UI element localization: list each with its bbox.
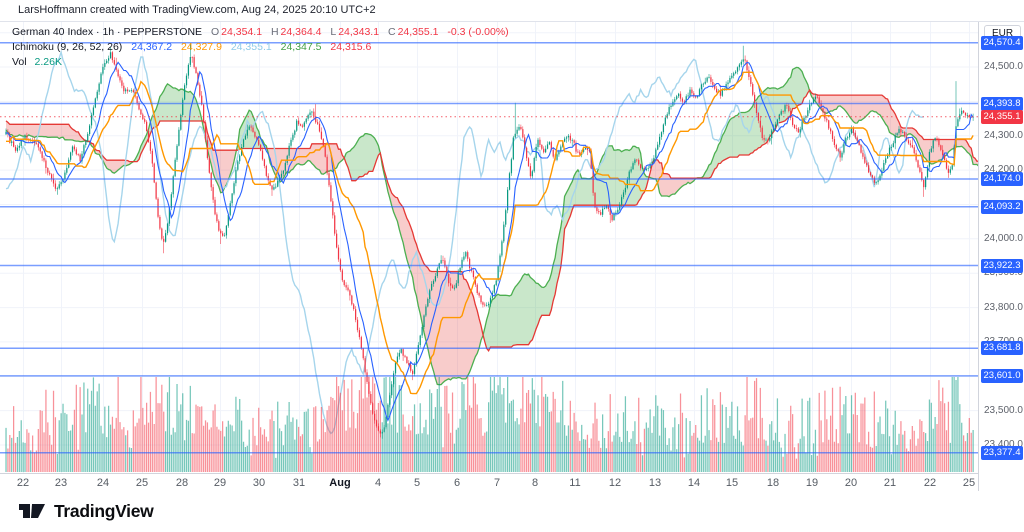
price-level-badge: 23,377.4	[981, 445, 1023, 460]
tradingview-logo-link[interactable]: TradingView	[18, 499, 154, 523]
time-tick-label: 4	[374, 477, 382, 489]
time-tick-label: Aug	[329, 477, 351, 489]
time-tick-label: 15	[725, 477, 739, 489]
chikou-line	[5, 49, 924, 435]
price-scale[interactable]: EUR 24,500.0 24,300.0 24,200.0 24,000.0 23,9…	[978, 22, 1024, 491]
symbol-legend-row: German 40 Index · 1h · PEPPERSTONE O 24,3…	[12, 25, 509, 40]
time-tick-label: 5	[413, 477, 421, 489]
time-tick-label: 18	[766, 477, 780, 489]
time-tick-label: 12	[608, 477, 622, 489]
price-chart-canvas[interactable]	[0, 22, 978, 473]
ichimoku-chikou-value: 24,355.1	[230, 41, 272, 53]
time-tick-label: 22	[16, 477, 30, 489]
time-tick-label: 28	[175, 477, 189, 489]
price-tick-label: 23,500.0	[984, 404, 1023, 416]
time-tick-label: 20	[844, 477, 858, 489]
price-level-badge: 24,570.4	[981, 35, 1023, 50]
ohlc-close-label: C	[387, 26, 396, 38]
volume-bars	[5, 377, 974, 472]
price-level-badge: 24,093.2	[981, 199, 1023, 214]
price-tick-label: 23,800.0	[984, 301, 1023, 313]
indicator-title[interactable]: Ichimoku (9, 26, 52, 26)	[12, 41, 123, 53]
time-tick-label: 25	[962, 477, 976, 489]
grid-lines	[0, 22, 978, 473]
price-level-badge: 24,174.0	[981, 172, 1023, 187]
time-tick-label: 31	[292, 477, 306, 489]
ichimoku-senkou-a-value: 24,347.5	[280, 41, 322, 53]
time-tick-label: 7	[493, 477, 501, 489]
ohlc-low-label: L	[330, 26, 337, 38]
price-tick-label: 24,500.0	[984, 61, 1023, 73]
time-tick-label: 11	[569, 477, 581, 489]
ichimoku-tenkan-value: 24,367.2	[131, 41, 173, 53]
ohlc-high-value: 24,364.4	[280, 26, 322, 38]
time-tick-label: 19	[805, 477, 819, 489]
time-tick-label: 6	[453, 477, 461, 489]
ohlc-low-value: 24,343.1	[338, 26, 380, 38]
ohlc-open-label: O	[210, 26, 220, 38]
price-level-badge: 23,922.3	[981, 258, 1023, 273]
time-tick-label: 13	[648, 477, 662, 489]
price-level-badge: 24,393.8	[981, 96, 1023, 111]
time-tick-label: 23	[54, 477, 68, 489]
price-level-badge: 23,681.8	[981, 341, 1023, 356]
chart-legend: German 40 Index · 1h · PEPPERSTONE O 24,3…	[12, 25, 509, 70]
volume-label[interactable]: Vol	[12, 56, 27, 68]
candles	[5, 43, 974, 439]
time-tick-label: 8	[531, 477, 539, 489]
time-tick-label: 25	[135, 477, 149, 489]
last-price-badge: 24,355.1	[981, 109, 1023, 124]
time-tick-label: 24	[96, 477, 110, 489]
ohlc-high-label: H	[270, 26, 279, 38]
volume-legend-row: Vol 2.26K	[12, 55, 509, 70]
ichimoku-senkou-b-value: 24,315.6	[330, 41, 372, 53]
price-tick-label: 23,400.0	[984, 439, 1023, 450]
ohlc-open-value: 24,354.1	[221, 26, 263, 38]
time-tick-label: 22	[923, 477, 937, 489]
tradingview-logo-icon	[19, 504, 45, 518]
time-tick-label: 29	[213, 477, 227, 489]
footer: TradingView	[0, 490, 1024, 532]
price-tick-label: 24,200.0	[984, 164, 1023, 176]
time-tick-label: 14	[687, 477, 701, 489]
time-tick-label: 30	[252, 477, 266, 489]
attribution-text: LarsHoffmann created with TradingView.co…	[18, 4, 376, 16]
time-scale[interactable]: 22 23 24 25 28 29 30 31 Aug 4 5 6 7 8 11 12 13 14 15 18 19 20…	[0, 473, 1024, 492]
chart-area: German 40 Index · 1h · PEPPERSTONE O 24,3…	[0, 21, 1024, 492]
ohlc-change-value: -0.3 (-0.00%)	[447, 26, 509, 38]
indicator-legend-row: Ichimoku (9, 26, 52, 26) 24,367.2 24,327…	[12, 40, 509, 55]
price-tick-label: 24,000.0	[984, 232, 1023, 244]
symbol-title[interactable]: German 40 Index · 1h · PEPPERSTONE	[12, 26, 203, 38]
time-tick-label: 21	[883, 477, 897, 489]
ichimoku-kijun-value: 24,327.9	[181, 41, 222, 53]
price-tick-label: 23,900.0	[984, 267, 1023, 279]
kijun-line	[6, 71, 974, 395]
level-lines[interactable]	[0, 42, 978, 454]
ohlc-close-value: 24,355.1	[397, 26, 439, 38]
price-level-badge: 23,601.0	[981, 368, 1023, 383]
tenkan-line	[5, 61, 974, 422]
tradingview-wordmark: TradingView	[54, 500, 154, 521]
ichimoku-cloud	[5, 49, 978, 435]
price-tick-label: 24,300.0	[984, 129, 1023, 141]
volume-value: 2.26K	[34, 56, 62, 68]
